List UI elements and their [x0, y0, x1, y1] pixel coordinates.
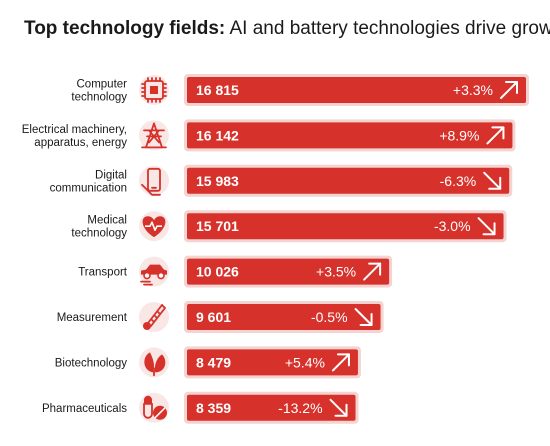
- category-label: Electrical machinery,: [22, 124, 127, 136]
- pills-icon: [139, 392, 169, 423]
- change-label: +8.9%: [439, 127, 479, 143]
- trend-down-arrow-icon: [329, 398, 348, 417]
- chart-title: Top technology fields: AI and battery te…: [24, 18, 550, 40]
- bar-row: Pharmaceuticals 8 359 -13.2%: [42, 391, 359, 424]
- bar: [187, 213, 504, 240]
- thermometer-icon: [139, 302, 169, 332]
- bar-row: Measurement 9 601 -0.5%: [57, 301, 384, 333]
- bar-value-label: 8 479: [196, 354, 231, 370]
- change-label: +5.4%: [285, 354, 325, 370]
- category-label: Pharmaceuticals: [42, 403, 127, 415]
- trend-up-arrow-icon: [486, 126, 505, 145]
- bar: [187, 394, 356, 421]
- change-label: -6.3%: [440, 173, 477, 189]
- change-label: -0.5%: [311, 309, 348, 325]
- trend-down-arrow-icon: [483, 171, 502, 190]
- chart-title-rest: AI and battery technologies drive growth: [225, 18, 550, 39]
- bar-row: Electrical machinery,apparatus, energy 16…: [22, 119, 516, 152]
- smartphone-icon: [139, 165, 169, 196]
- bar: [187, 349, 358, 376]
- bar: [187, 167, 510, 194]
- bar-value-label: 15 983: [196, 173, 239, 189]
- leaf-icon: [139, 347, 169, 378]
- bar-row: Biotechnology 8 479 +5.4%: [55, 346, 361, 379]
- bar-value-label: 9 601: [196, 309, 231, 325]
- category-label: technology: [71, 228, 127, 240]
- bar-value-label: 16 142: [196, 127, 239, 143]
- category-label: Transport: [78, 267, 128, 279]
- trend-down-arrow-icon: [354, 308, 373, 326]
- car-icon: [139, 256, 169, 287]
- category-label: Measurement: [57, 312, 128, 324]
- trend-up-arrow-icon: [500, 81, 518, 99]
- chip-icon: [139, 75, 169, 105]
- category-label: Biotechnology: [55, 357, 127, 369]
- bar: [187, 122, 513, 149]
- trend-up-arrow-icon: [331, 353, 350, 372]
- change-label: -13.2%: [278, 400, 322, 416]
- heart-pulse-icon: [139, 211, 169, 242]
- bar-value-label: 15 701: [196, 218, 239, 234]
- change-label: +3.3%: [453, 82, 493, 98]
- category-label: Digital: [95, 169, 127, 181]
- category-label: Medical: [87, 215, 127, 227]
- category-label: communication: [50, 182, 127, 194]
- change-label: +3.5%: [316, 264, 356, 280]
- bar: [187, 77, 526, 103]
- bar-row: Transport 10 026 +3.5%: [78, 255, 393, 288]
- category-label: Computer: [77, 79, 128, 91]
- bar: [187, 258, 390, 285]
- bar-value-label: 10 026: [196, 264, 239, 280]
- chart-title-bold: Top technology fields:: [24, 18, 226, 39]
- power-pylon-icon: [139, 120, 169, 151]
- category-label: technology: [71, 92, 127, 104]
- trend-up-arrow-icon: [363, 262, 382, 281]
- change-label: -3.0%: [434, 218, 471, 234]
- bar: [187, 304, 381, 330]
- category-label: apparatus, energy: [34, 137, 127, 149]
- bar-value-label: 8 359: [196, 400, 231, 416]
- bar-value-label: 16 815: [196, 82, 239, 98]
- trend-down-arrow-icon: [477, 217, 496, 236]
